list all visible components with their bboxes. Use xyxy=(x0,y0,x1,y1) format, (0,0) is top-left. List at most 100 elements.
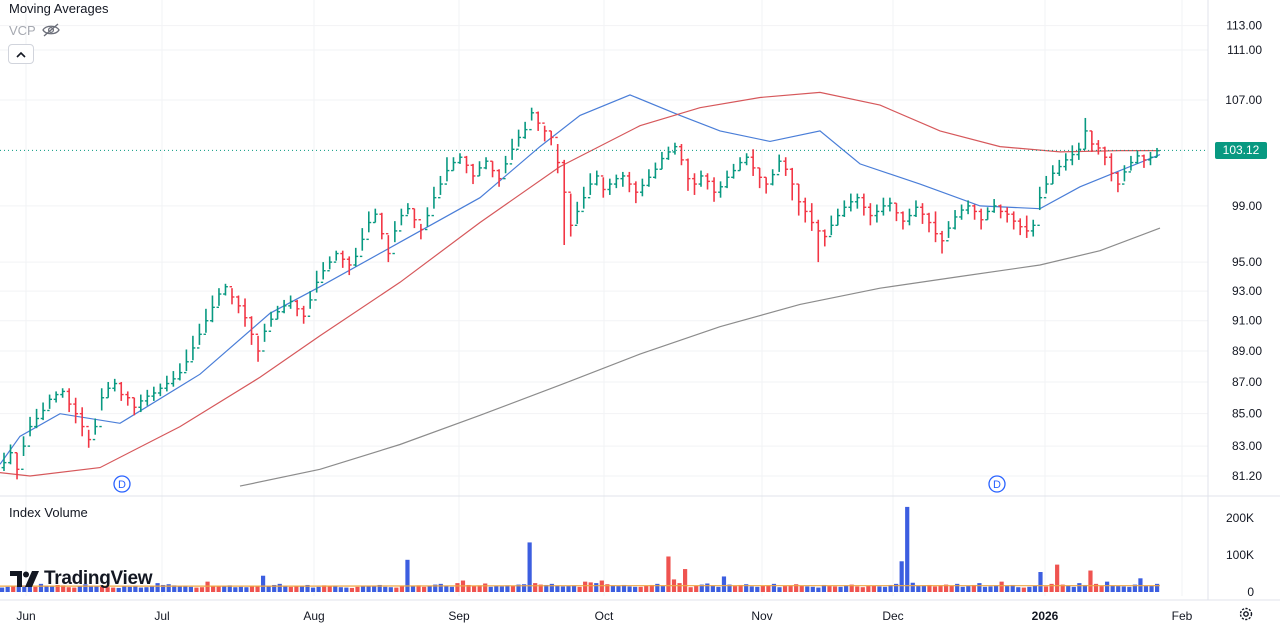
dividend-marker[interactable]: D xyxy=(113,475,131,493)
volume-bar xyxy=(533,583,538,592)
volume-bar xyxy=(949,585,954,592)
hide-eye-icon[interactable] xyxy=(42,23,60,37)
volume-bar xyxy=(588,582,593,592)
price-bar xyxy=(99,388,105,428)
price-bar xyxy=(27,416,33,447)
volume-bar xyxy=(794,584,799,592)
volume-bar xyxy=(516,584,521,592)
volume-bar xyxy=(455,583,460,592)
collapse-legend-button[interactable] xyxy=(8,44,34,64)
price-bar xyxy=(841,200,847,217)
volume-bar xyxy=(1071,586,1076,592)
ma-mid-line xyxy=(0,91,1160,477)
volume-bar xyxy=(422,586,427,592)
price-bar xyxy=(112,378,118,392)
price-tick-label: 81.20 xyxy=(1232,469,1262,483)
volume-bar xyxy=(488,586,493,592)
price-bar xyxy=(666,146,671,160)
volume-bar xyxy=(927,584,932,592)
price-bar xyxy=(848,193,854,212)
volume-bar xyxy=(499,586,504,592)
price-bar xyxy=(105,381,111,399)
price-bar xyxy=(659,151,665,170)
price-bar xyxy=(933,211,938,243)
price-bar xyxy=(503,155,508,180)
volume-bar xyxy=(982,586,988,592)
volume-bar xyxy=(799,585,804,592)
volume-bar xyxy=(932,586,938,592)
price-bar xyxy=(802,197,808,223)
volume-bar xyxy=(94,586,99,592)
price-bar xyxy=(438,175,443,199)
price-bar xyxy=(66,388,72,413)
volume-bar xyxy=(644,585,649,592)
price-tick-label: 107.00 xyxy=(1225,93,1262,107)
price-bar xyxy=(281,299,287,314)
volume-bar xyxy=(205,581,210,592)
price-bar xyxy=(561,159,567,246)
volume-bar xyxy=(1049,583,1054,592)
volume-bar xyxy=(38,583,44,592)
price-bar xyxy=(242,298,248,327)
price-bar xyxy=(1082,117,1088,150)
volume-bar xyxy=(127,586,132,592)
volume-bar xyxy=(655,583,660,592)
price-bar xyxy=(457,153,463,164)
volume-bar xyxy=(33,586,38,592)
price-bar xyxy=(314,270,320,301)
price-bar xyxy=(464,155,469,174)
price-bar xyxy=(959,204,964,220)
price-bar xyxy=(854,193,860,209)
price-bar xyxy=(783,157,789,176)
volume-bar xyxy=(483,583,488,592)
volume-bar xyxy=(727,584,732,592)
price-bar xyxy=(1024,215,1030,238)
volume-bar xyxy=(910,582,915,592)
time-tick-label: Feb xyxy=(1172,609,1193,623)
price-bar xyxy=(60,388,66,398)
volume-bar xyxy=(966,586,971,592)
volume-bar xyxy=(1016,587,1021,592)
volume-bar xyxy=(960,586,965,592)
price-bar xyxy=(542,122,548,142)
volume-bar xyxy=(1082,584,1088,592)
volume-bar xyxy=(705,583,710,592)
volume-bar xyxy=(755,586,760,592)
volume-bar xyxy=(766,585,771,592)
volume-bar xyxy=(616,586,621,592)
volume-bar xyxy=(416,585,421,592)
volume-bar xyxy=(1121,586,1126,592)
volume-bar xyxy=(577,586,582,592)
volume-bar xyxy=(105,587,110,592)
volume-bar xyxy=(77,585,82,592)
volume-bar xyxy=(638,586,643,592)
price-bar xyxy=(490,160,495,178)
volume-bar xyxy=(605,584,610,592)
volume-bar xyxy=(88,586,94,592)
price-bar xyxy=(900,211,906,230)
price-bar xyxy=(894,202,899,222)
volume-bar xyxy=(888,584,893,592)
volume-bar xyxy=(1077,583,1082,592)
volume-bar xyxy=(55,584,60,592)
volume-bar xyxy=(688,587,693,592)
volume-bar xyxy=(583,581,588,592)
price-bar xyxy=(177,363,183,381)
tradingview-logo[interactable]: TradingView xyxy=(10,568,153,590)
chart-settings-gear-icon[interactable] xyxy=(1238,606,1254,622)
price-bar xyxy=(522,121,528,139)
price-bar xyxy=(144,389,150,406)
volume-bar xyxy=(894,583,899,592)
volume-bar xyxy=(272,584,277,592)
volume-bar xyxy=(322,585,327,592)
price-bar xyxy=(333,250,339,263)
volume-bar xyxy=(260,575,266,592)
price-bar xyxy=(698,170,704,187)
time-tick-label: Sep xyxy=(448,609,470,623)
price-bar xyxy=(594,170,600,186)
volume-bar xyxy=(1116,586,1121,592)
price-bar xyxy=(581,186,587,213)
dividend-marker[interactable]: D xyxy=(988,475,1006,493)
